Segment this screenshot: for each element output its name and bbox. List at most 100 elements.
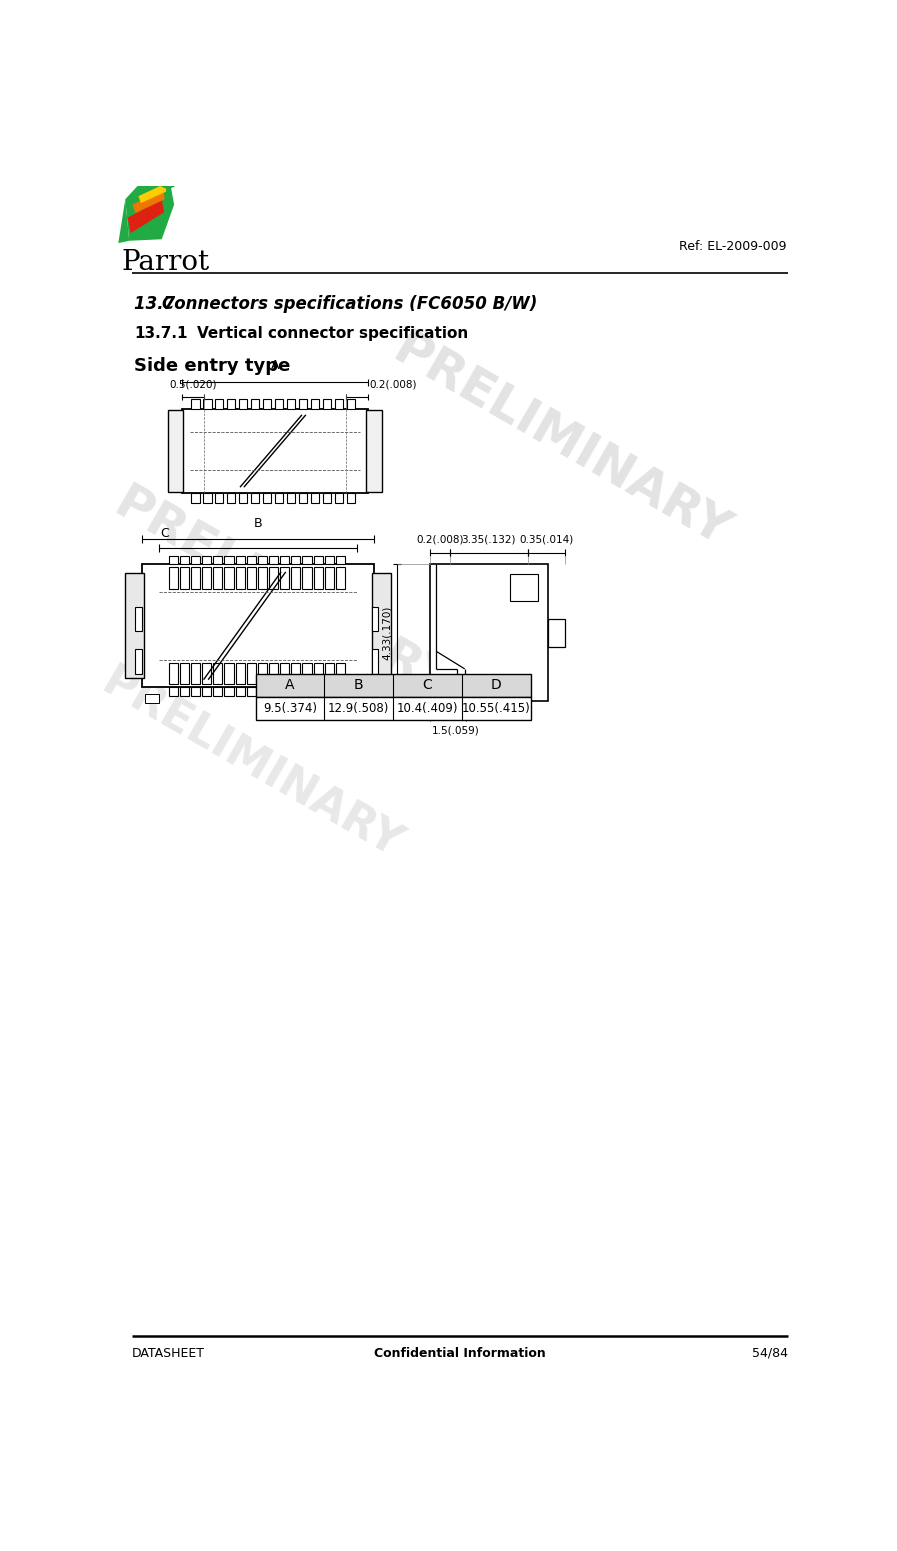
Polygon shape [127, 199, 164, 233]
Bar [292, 555, 300, 565]
Bar [179, 568, 189, 589]
Bar [310, 400, 319, 408]
Bar [203, 493, 212, 503]
Bar [287, 400, 295, 408]
Bar [335, 555, 345, 565]
Bar [236, 662, 245, 684]
Circle shape [169, 169, 172, 174]
Bar [263, 400, 271, 408]
Bar [302, 687, 311, 696]
Bar [335, 662, 345, 684]
Bar [215, 493, 223, 503]
Bar [135, 648, 142, 673]
Bar [135, 606, 142, 631]
Bar [239, 493, 248, 503]
Bar [251, 400, 259, 408]
Bar [179, 555, 189, 565]
Bar [263, 493, 271, 503]
Bar [325, 555, 334, 565]
Bar [269, 555, 278, 565]
Bar [247, 687, 256, 696]
Bar [257, 555, 267, 565]
Bar [292, 568, 300, 589]
Bar [247, 662, 256, 684]
Bar [473, 701, 486, 709]
Bar [310, 493, 319, 503]
Bar [213, 662, 222, 684]
Bar [257, 687, 267, 696]
Text: PRELIMINARY: PRELIMINARY [385, 326, 738, 557]
Bar [202, 555, 212, 565]
Bar [287, 493, 295, 503]
Bar [280, 555, 289, 565]
Bar [325, 662, 334, 684]
Bar [548, 619, 565, 647]
Bar [142, 565, 374, 687]
Bar [224, 568, 233, 589]
Bar [314, 687, 323, 696]
Polygon shape [118, 199, 129, 244]
Bar [366, 409, 382, 492]
Polygon shape [138, 185, 166, 203]
Circle shape [155, 164, 180, 188]
Bar [299, 400, 307, 408]
Bar [280, 568, 289, 589]
Bar [371, 606, 378, 631]
Polygon shape [126, 172, 174, 240]
Bar [346, 400, 355, 408]
Bar [302, 662, 311, 684]
Bar [215, 400, 223, 408]
Text: 13.7: 13.7 [134, 295, 187, 313]
Bar [191, 493, 199, 503]
Bar [314, 555, 323, 565]
Bar [227, 493, 235, 503]
Bar [430, 565, 548, 701]
Text: 0.2(.008): 0.2(.008) [416, 535, 464, 544]
Bar [247, 555, 256, 565]
Bar [269, 568, 278, 589]
Bar [257, 662, 267, 684]
Bar [227, 400, 235, 408]
Text: PRELIMINARY: PRELIMINARY [94, 661, 409, 869]
Text: B: B [254, 516, 262, 529]
Text: 3.35(.132): 3.35(.132) [462, 535, 516, 544]
Bar [169, 568, 178, 589]
Bar [169, 662, 178, 684]
Bar [323, 493, 331, 503]
Bar [179, 687, 189, 696]
Text: Side entry type: Side entry type [134, 357, 291, 374]
Bar [125, 574, 144, 678]
Text: 10.55(.415): 10.55(.415) [462, 701, 531, 715]
Bar [168, 409, 183, 492]
Text: Vertical connector specification: Vertical connector specification [197, 326, 468, 341]
Text: 4.33(.170): 4.33(.170) [382, 605, 392, 659]
Bar [169, 687, 178, 696]
Bar [213, 568, 222, 589]
Bar [510, 574, 537, 602]
Bar [213, 687, 222, 696]
Text: 13.7.1: 13.7.1 [134, 326, 187, 341]
Text: 0.35(.014): 0.35(.014) [519, 535, 573, 544]
Bar [169, 555, 178, 565]
Bar [191, 568, 200, 589]
Bar [236, 687, 245, 696]
Bar [203, 400, 212, 408]
Bar [274, 400, 283, 408]
Text: A: A [271, 360, 279, 372]
Bar [145, 693, 160, 703]
Bar [371, 574, 391, 678]
Polygon shape [132, 189, 165, 212]
Text: B: B [353, 678, 363, 692]
Text: 12.9(.508): 12.9(.508) [328, 701, 389, 715]
Polygon shape [178, 174, 187, 183]
Bar [371, 648, 378, 673]
Text: DATASHEET: DATASHEET [132, 1346, 205, 1360]
Bar [302, 568, 311, 589]
Bar [256, 673, 531, 696]
Bar [213, 555, 222, 565]
Text: 10.4(.409): 10.4(.409) [396, 701, 458, 715]
Text: 1.5(.059): 1.5(.059) [431, 726, 479, 735]
Text: Connectors specifications (FC6050 B/W): Connectors specifications (FC6050 B/W) [162, 295, 538, 313]
Bar [191, 662, 200, 684]
Bar [335, 400, 343, 408]
